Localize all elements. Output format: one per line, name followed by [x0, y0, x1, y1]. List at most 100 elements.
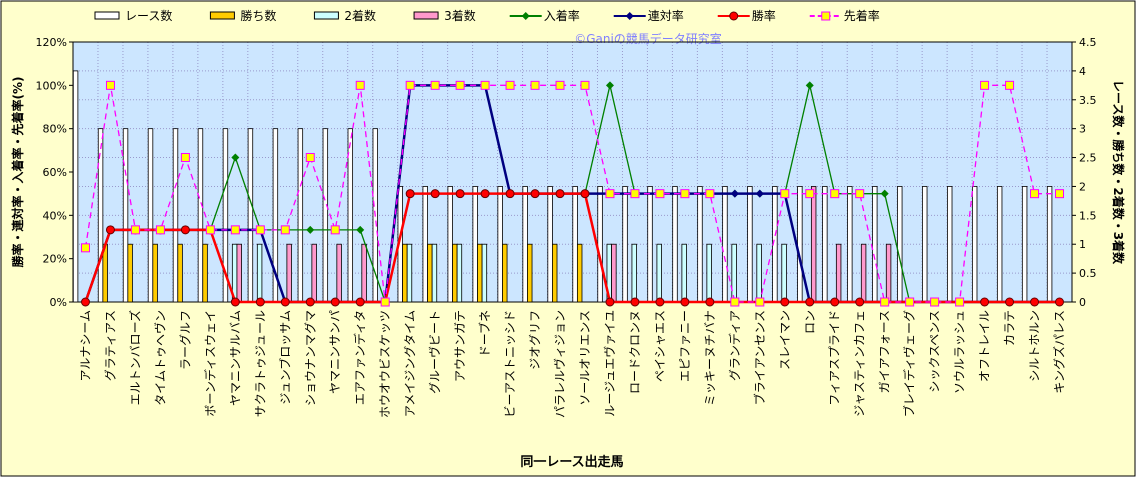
line-marker	[1005, 80, 1015, 90]
y2-tick-label: 4	[1079, 65, 1086, 78]
line-marker	[305, 152, 315, 162]
bar	[222, 128, 229, 303]
line-marker	[730, 189, 739, 198]
line-marker	[80, 243, 90, 253]
line-marker	[805, 297, 815, 307]
legend-swatch	[209, 11, 235, 20]
legend-label: 勝ち数	[240, 8, 276, 23]
x-tick-label: ドーブネ	[477, 310, 492, 357]
bar	[477, 243, 483, 303]
bar	[706, 243, 712, 303]
line-marker	[230, 297, 240, 307]
bar	[747, 186, 753, 303]
y2-tick-label: 1.5	[1079, 209, 1097, 222]
x-tick-label: ヤマニンサンパ	[328, 310, 342, 394]
legend-marker	[821, 11, 831, 21]
line-marker	[80, 297, 90, 307]
x-tick-label: ジャスティンカフェ	[853, 310, 867, 417]
x-tick-label: キングズパレス	[1052, 310, 1067, 394]
bar	[1046, 186, 1053, 303]
bar	[177, 243, 183, 303]
legend-label: 入着率	[544, 8, 580, 23]
line-marker	[630, 189, 640, 199]
bar	[835, 243, 842, 303]
legend-marker	[521, 12, 530, 20]
line-marker	[105, 225, 115, 235]
line-marker	[180, 152, 190, 162]
bar	[947, 186, 953, 303]
bar	[547, 186, 553, 303]
line	[84, 84, 1060, 303]
line-marker	[330, 297, 340, 307]
x-tick-label: エアファンディタ	[352, 310, 367, 405]
line-marker	[930, 297, 940, 307]
bar	[472, 186, 478, 303]
bar	[311, 243, 317, 303]
y-tick-label: 120%	[36, 36, 67, 49]
line-marker	[330, 225, 340, 235]
y2-tick-label: 2.5	[1079, 152, 1097, 165]
y2-tick-label: 2	[1079, 180, 1086, 193]
x-tick-label: カラテ	[1003, 310, 1017, 346]
line-marker	[1030, 189, 1040, 199]
line-marker	[280, 297, 290, 307]
line-marker	[655, 189, 665, 199]
bar	[656, 243, 662, 303]
bar	[97, 128, 104, 303]
bar	[781, 243, 787, 303]
y-tick-label: 0%	[50, 296, 67, 309]
bar	[672, 186, 678, 303]
y-tick-label: 40%	[43, 209, 67, 222]
bar	[572, 186, 578, 303]
bar	[247, 128, 254, 303]
x-tick-label: フィアスプライド	[828, 310, 842, 406]
bar	[810, 186, 817, 303]
y2-axis-title: レース数・勝ち数・2着数・3着数	[1111, 80, 1126, 265]
x-tick-label: ショウナンマグマ	[303, 310, 317, 406]
line-marker	[780, 297, 790, 307]
watermark: ©Ganiの競馬データ研究室	[574, 31, 722, 46]
line-marker	[580, 189, 590, 199]
bar	[197, 128, 204, 303]
line-marker	[255, 225, 265, 235]
legend-label: レース数	[125, 8, 172, 23]
line-marker	[455, 189, 465, 199]
x-tick-label: ソールオリエンス	[578, 310, 592, 406]
line-marker	[605, 189, 615, 199]
line-marker	[430, 189, 440, 199]
x-tick-label: オフトレイル	[978, 310, 992, 382]
line-marker	[955, 297, 965, 307]
line-marker	[1055, 189, 1065, 199]
x-tick-label: ロードクロンヌ	[628, 310, 642, 394]
line-marker	[805, 189, 815, 199]
x-tick-label: エピファニー	[678, 310, 692, 382]
y-tick-label: 60%	[43, 166, 67, 179]
line-marker	[205, 225, 215, 235]
bar	[256, 243, 263, 303]
line-marker	[830, 189, 840, 199]
x-tick-label: シックスペンス	[928, 310, 942, 393]
y-tick-label: 100%	[36, 79, 67, 92]
line-marker	[505, 189, 515, 199]
bar	[127, 243, 133, 303]
line-marker	[280, 225, 290, 235]
bar	[72, 70, 79, 303]
bar	[527, 243, 533, 303]
line-marker	[980, 297, 990, 307]
line-marker	[130, 225, 140, 235]
line-marker	[231, 153, 240, 162]
line-marker	[480, 80, 490, 90]
bar	[860, 243, 867, 303]
bar	[336, 243, 342, 303]
line-marker	[605, 81, 614, 90]
bar	[172, 128, 179, 303]
line-marker	[305, 297, 315, 307]
x-tick-label: アメイジングタイム	[403, 310, 417, 417]
bar	[447, 186, 453, 303]
line-marker	[555, 80, 565, 90]
line-marker	[356, 225, 365, 234]
line-marker	[680, 189, 690, 199]
bar	[152, 243, 158, 303]
bar	[297, 128, 304, 303]
bar	[885, 243, 892, 303]
